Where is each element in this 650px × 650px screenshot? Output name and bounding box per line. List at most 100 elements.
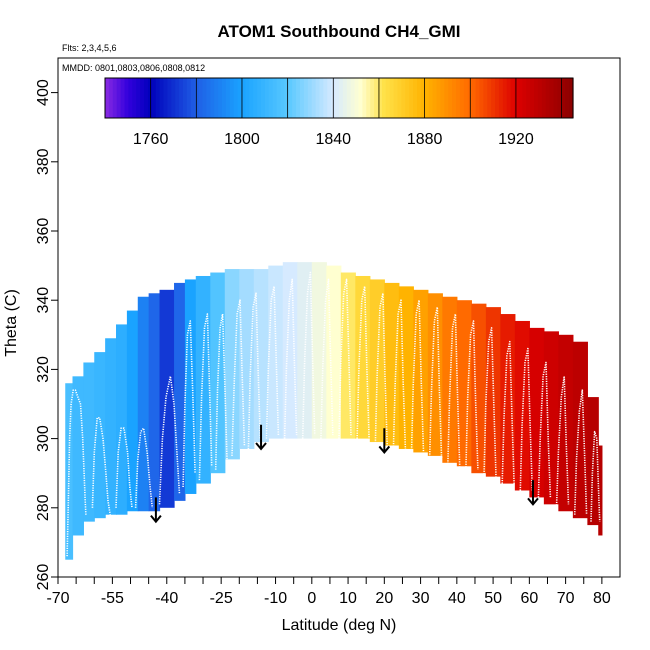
colorbar-swatch [253,78,258,118]
y-tick-label: 320 [35,356,52,383]
colorbar-swatch [300,78,305,118]
colorbar-swatch [311,78,317,118]
colorbar-swatch [237,78,243,118]
colorbar-swatch [553,78,558,118]
colorbar-swatch [459,78,465,118]
flight-profile [465,320,479,470]
colorbar-swatch [456,78,461,118]
colorbar-swatch [132,78,137,118]
x-tick-label: 10 [339,590,357,607]
flight-profile [182,320,196,488]
x-tick-label: -55 [101,590,124,607]
heatmap-cell [72,376,84,536]
colorbar-swatch [370,78,375,118]
flight-profile [338,278,352,439]
colorbar-swatch [284,78,289,118]
colorbar-swatch [272,78,278,118]
colorbar-swatch [448,78,453,118]
colorbar-swatch [210,78,215,118]
flight-profile [265,285,280,439]
x-tick-label: 0 [307,590,316,607]
y-tick-label: 360 [35,218,52,245]
colorbar-swatch [362,78,367,118]
colorbar-swatch [202,78,207,118]
colorbar-swatch [116,78,122,118]
heatmap-cell [94,352,106,519]
y-tick-label: 380 [35,148,52,175]
colorbar-swatch [354,78,360,118]
flight-profile [428,306,443,460]
heatmap-cell [105,338,117,515]
colorbar-swatch [108,78,114,118]
colorbar-swatch [374,78,379,118]
colorbar-swatch [514,78,519,118]
flight-profile [66,389,87,557]
colorbar-swatch [378,78,383,118]
flight-profile [158,375,181,505]
colorbar-swatch [479,78,484,118]
heatmap-cell [529,327,545,498]
colorbar-swatch [342,78,348,118]
colorbar-swatch [413,78,418,118]
colorbar-swatch [401,78,406,118]
colorbar-swatch [296,78,301,118]
colorbar-swatch [506,78,512,118]
heatmap-cell [224,269,240,460]
x-tick-label: 60 [520,590,538,607]
heatmap-cell [239,269,255,449]
y-tick-label: 280 [35,494,52,521]
flight-profile [392,299,407,450]
heatmap-cell [297,262,313,439]
colorbar-swatch [261,78,266,118]
colorbar-swatch [186,78,192,118]
colorbar-swatch [144,78,149,118]
colorbar-swatch [194,78,200,118]
colorbar-swatch [124,78,129,118]
flight-profile [283,278,298,439]
colorbar-swatch [128,78,133,118]
colorbar-swatch [487,78,492,118]
heatmap-cell [326,265,342,439]
colorbar-swatch [288,78,293,118]
colorbar-swatch [214,78,219,118]
colorbar-tick-label: 1920 [498,131,534,148]
heatmap-cell [116,324,128,515]
colorbar-tick-label: 1840 [315,131,351,148]
colorbar-swatch [561,78,566,118]
colorbar-swatch [136,78,141,118]
heatmap-cell [137,296,150,512]
colorbar-swatch [159,78,165,118]
colorbar-swatch [292,78,297,118]
colorbar-swatch [530,78,535,118]
colorbar-swatch [463,78,469,118]
colorbar-swatch [549,78,555,118]
colorbar-swatch [112,78,118,118]
colorbar-swatch [163,78,168,118]
y-tick-label: 340 [35,287,52,314]
colorbar-swatch [498,78,504,118]
colorbar-swatch [358,78,363,118]
flights-note: Flts: 2,3,4,5,6 [62,43,117,53]
colorbar-swatch [565,78,570,118]
colorbar-swatch [198,78,204,118]
heatmap-cell [148,293,161,512]
flight-profile [501,340,515,484]
x-tick-label: 70 [557,590,575,607]
colorbar-swatch [222,78,227,118]
flight-profile [134,427,154,508]
colorbar-swatch [475,78,480,118]
colorbar-swatch [105,78,110,118]
y-tick-label: 300 [35,425,52,452]
colorbar-swatch [179,78,184,118]
colorbar-swatch [491,78,496,118]
x-tick-label: -10 [264,590,287,607]
heatmap-cell [500,314,516,484]
colorbar-swatch [225,78,231,118]
heatmap-cell [268,265,284,439]
colorbar: 1760 1800 1840 1880 1920 [104,77,574,148]
dates-note: MMDD: 0801,0803,0806,0808,0812 [62,63,205,73]
colorbar-swatch [428,78,434,118]
flight-profile [320,278,334,439]
heatmap-cell [456,300,472,467]
